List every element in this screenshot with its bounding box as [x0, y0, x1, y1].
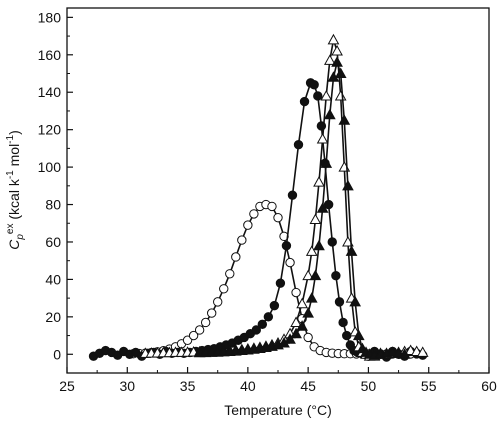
data-point-open-triangle [323, 54, 336, 65]
data-point-open-circle [303, 332, 313, 343]
data-point-filled-circle [275, 278, 286, 288]
series-line-4 [199, 59, 405, 357]
data-point-open-triangle [320, 89, 333, 101]
data-point-open-triangle [331, 45, 343, 56]
y-tick-label: 60 [45, 234, 61, 250]
data-point-open-circle [219, 284, 229, 294]
data-point-open-triangle [334, 89, 347, 101]
data-point-open-triangle [416, 346, 429, 357]
data-point-filled-circle [313, 91, 323, 101]
data-point-filled-triangle [338, 114, 351, 125]
data-point-filled-triangle [323, 108, 336, 120]
data-point-open-circle [273, 212, 283, 223]
data-point-open-circle [237, 235, 247, 245]
data-point-filled-circle [287, 190, 298, 200]
data-point-open-circle [243, 220, 253, 230]
y-axis-title: Cpex (kcal k-1 mol-1) [5, 130, 26, 250]
data-point-filled-circle [269, 300, 280, 311]
data-point-open-circle [267, 201, 277, 212]
data-point-filled-triangle [331, 56, 343, 67]
x-tick-label: 30 [119, 378, 135, 394]
data-point-filled-triangle [345, 245, 358, 256]
plot-frame [66, 7, 490, 374]
data-point-filled-triangle [296, 320, 308, 331]
data-point-filled-circle [281, 241, 292, 251]
data-point-open-triangle [327, 33, 340, 45]
x-tick-label: 45 [300, 378, 316, 394]
data-point-open-circle [249, 209, 259, 219]
y-tick-label: 0 [53, 346, 61, 362]
x-axis-title: Temperature (°C) [224, 402, 332, 418]
data-point-open-triangle [290, 316, 302, 327]
x-tick-label: 35 [180, 378, 196, 394]
data-point-open-triangle [302, 269, 314, 281]
y-tick-label: 20 [45, 309, 61, 325]
data-point-open-circle [225, 269, 235, 279]
series-line-1 [133, 203, 417, 355]
data-point-filled-triangle [305, 292, 318, 303]
data-point-filled-circle [338, 317, 348, 328]
data-point-filled-circle [334, 297, 345, 307]
x-tick-label: 25 [59, 378, 75, 394]
data-point-open-triangle [313, 176, 325, 187]
data-point-open-triangle [316, 132, 329, 144]
data-point-filled-triangle [316, 202, 329, 213]
data-point-open-circle [231, 252, 241, 262]
data-point-open-circle [213, 297, 223, 307]
series-line-3 [145, 39, 423, 357]
data-point-filled-circle [293, 139, 304, 150]
data-point-filled-circle [323, 199, 334, 210]
y-tick-label: 100 [38, 159, 62, 175]
data-point-filled-triangle [302, 307, 314, 318]
data-point-filled-triangle [398, 348, 411, 359]
data-point-filled-triangle [290, 327, 302, 339]
data-point-open-triangle [305, 245, 318, 256]
data-point-filled-circle [251, 325, 261, 335]
x-tick-label: 60 [481, 378, 497, 394]
data-point-open-circle [285, 257, 295, 268]
x-tick-label: 50 [361, 378, 377, 394]
x-tick-label: 55 [421, 378, 437, 394]
data-point-open-circle [200, 317, 211, 328]
series-line-2 [93, 81, 423, 359]
data-point-filled-triangle [352, 329, 365, 341]
y-tick-label: 40 [45, 271, 61, 287]
data-point-filled-triangle [309, 269, 322, 281]
data-point-filled-triangle [284, 333, 296, 344]
x-tick-label: 40 [240, 378, 256, 394]
data-point-open-circle [291, 287, 301, 298]
data-point-filled-circle [309, 80, 319, 90]
data-point-filled-triangle [349, 295, 362, 307]
y-tick-label: 160 [38, 47, 62, 63]
data-point-filled-triangle [320, 157, 333, 168]
y-tick-label: 80 [45, 197, 61, 213]
data-point-open-triangle [296, 297, 308, 309]
data-point-filled-circle [327, 237, 337, 247]
y-tick-label: 140 [38, 84, 62, 100]
data-point-open-circle [188, 330, 199, 341]
data-point-filled-triangle [313, 239, 325, 251]
data-point-open-circle [206, 308, 217, 318]
data-point-filled-triangle [334, 67, 347, 79]
data-point-filled-triangle [342, 179, 354, 191]
data-point-open-triangle [309, 213, 322, 225]
y-tick-label: 180 [38, 9, 62, 25]
data-point-filled-circle [257, 319, 268, 330]
data-point-open-circle [194, 325, 205, 335]
data-point-filled-circle [331, 270, 341, 281]
y-tick-label: 120 [38, 122, 62, 138]
data-point-filled-circle [299, 96, 310, 107]
data-point-filled-circle [263, 312, 274, 322]
data-point-filled-circle [342, 330, 352, 341]
